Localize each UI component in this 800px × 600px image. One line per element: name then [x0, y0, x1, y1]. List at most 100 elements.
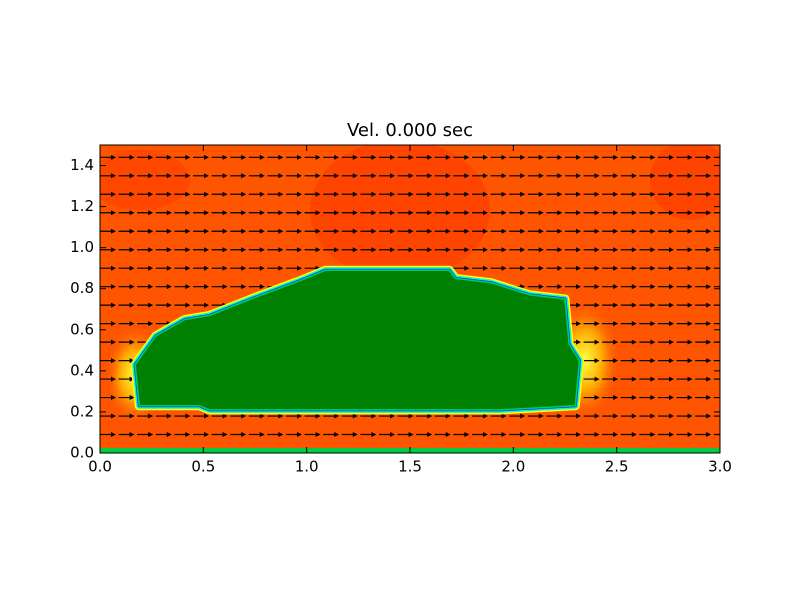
- arrow: [416, 432, 433, 438]
- arrow: [137, 284, 154, 290]
- arrow: [286, 191, 302, 197]
- arrow: [379, 247, 395, 253]
- arrow: [174, 302, 191, 308]
- arrow: [583, 376, 600, 382]
- arrow: [416, 154, 433, 160]
- arrow: [323, 247, 340, 253]
- arrow: [658, 173, 674, 179]
- arrow: [490, 154, 507, 160]
- arrow: [658, 302, 674, 308]
- x-tick-label: 0.0: [88, 458, 112, 476]
- arrow: [137, 191, 154, 197]
- arrow: [565, 191, 581, 197]
- arrow: [546, 210, 563, 216]
- arrow: [193, 191, 209, 197]
- arrow: [341, 247, 358, 253]
- arrow: [713, 212, 720, 214]
- arrow: [155, 302, 172, 308]
- arrow: [546, 173, 563, 179]
- arrow: [490, 210, 507, 216]
- arrow: [100, 339, 116, 345]
- arrow: [695, 358, 712, 364]
- arrow: [490, 432, 507, 438]
- arrow: [155, 247, 172, 253]
- arrow: [434, 432, 451, 438]
- arrow: [286, 154, 302, 160]
- arrow: [472, 154, 488, 160]
- arrow: [602, 247, 619, 253]
- arrow: [602, 228, 619, 234]
- arrow: [620, 173, 637, 179]
- arrow: [397, 228, 414, 234]
- arrow: [695, 191, 712, 197]
- arrow: [695, 339, 712, 345]
- arrow: [676, 413, 693, 419]
- arrow: [620, 247, 637, 253]
- arrow: [695, 265, 712, 271]
- arrow: [286, 173, 302, 179]
- arrow: [676, 358, 693, 364]
- arrow: [323, 413, 340, 419]
- arrow: [639, 432, 656, 438]
- arrow: [509, 191, 526, 197]
- arrow: [193, 265, 209, 271]
- arrow: [713, 396, 720, 399]
- arrow: [360, 210, 377, 216]
- arrow: [211, 265, 228, 271]
- arrow: [713, 249, 720, 251]
- arrow: [565, 228, 581, 234]
- arrow: [602, 358, 619, 364]
- arrow: [620, 265, 637, 271]
- arrow: [713, 267, 720, 269]
- arrow: [676, 376, 693, 382]
- arrow: [713, 304, 720, 306]
- arrow: [639, 339, 656, 345]
- arrow: [193, 154, 209, 160]
- arrow: [602, 302, 619, 308]
- arrow: [546, 228, 563, 234]
- arrow: [434, 154, 451, 160]
- arrow: [100, 358, 116, 364]
- arrow: [639, 173, 656, 179]
- arrow: [602, 173, 619, 179]
- arrow: [211, 432, 228, 438]
- arrow: [527, 432, 544, 438]
- arrow: [658, 284, 674, 290]
- arrow: [583, 265, 600, 271]
- arrow: [490, 265, 507, 271]
- arrow: [602, 376, 619, 382]
- arrow: [472, 247, 488, 253]
- arrow: [453, 247, 470, 253]
- arrow: [565, 265, 581, 271]
- arrow: [602, 432, 619, 438]
- arrow: [118, 395, 135, 401]
- arrow: [620, 432, 637, 438]
- arrow: [193, 302, 209, 308]
- arrow: [639, 413, 656, 419]
- arrow: [416, 247, 433, 253]
- arrow: [118, 154, 135, 160]
- arrow: [490, 173, 507, 179]
- arrow: [546, 191, 563, 197]
- arrow: [397, 432, 414, 438]
- arrow: [713, 341, 720, 343]
- y-tick-label: 0.4: [70, 361, 94, 379]
- arrow: [639, 284, 656, 290]
- arrow: [118, 265, 135, 271]
- arrow: [379, 228, 395, 234]
- arrow: [620, 395, 637, 401]
- arrow: [565, 210, 581, 216]
- arrow: [137, 154, 154, 160]
- arrow: [230, 265, 247, 271]
- arrow: [211, 210, 228, 216]
- arrow: [304, 210, 321, 216]
- arrow: [695, 413, 712, 419]
- arrow: [639, 191, 656, 197]
- arrow: [620, 228, 637, 234]
- arrow: [267, 210, 284, 216]
- arrow: [583, 284, 600, 290]
- arrow: [267, 432, 284, 438]
- arrow: [620, 302, 637, 308]
- arrow: [118, 358, 135, 364]
